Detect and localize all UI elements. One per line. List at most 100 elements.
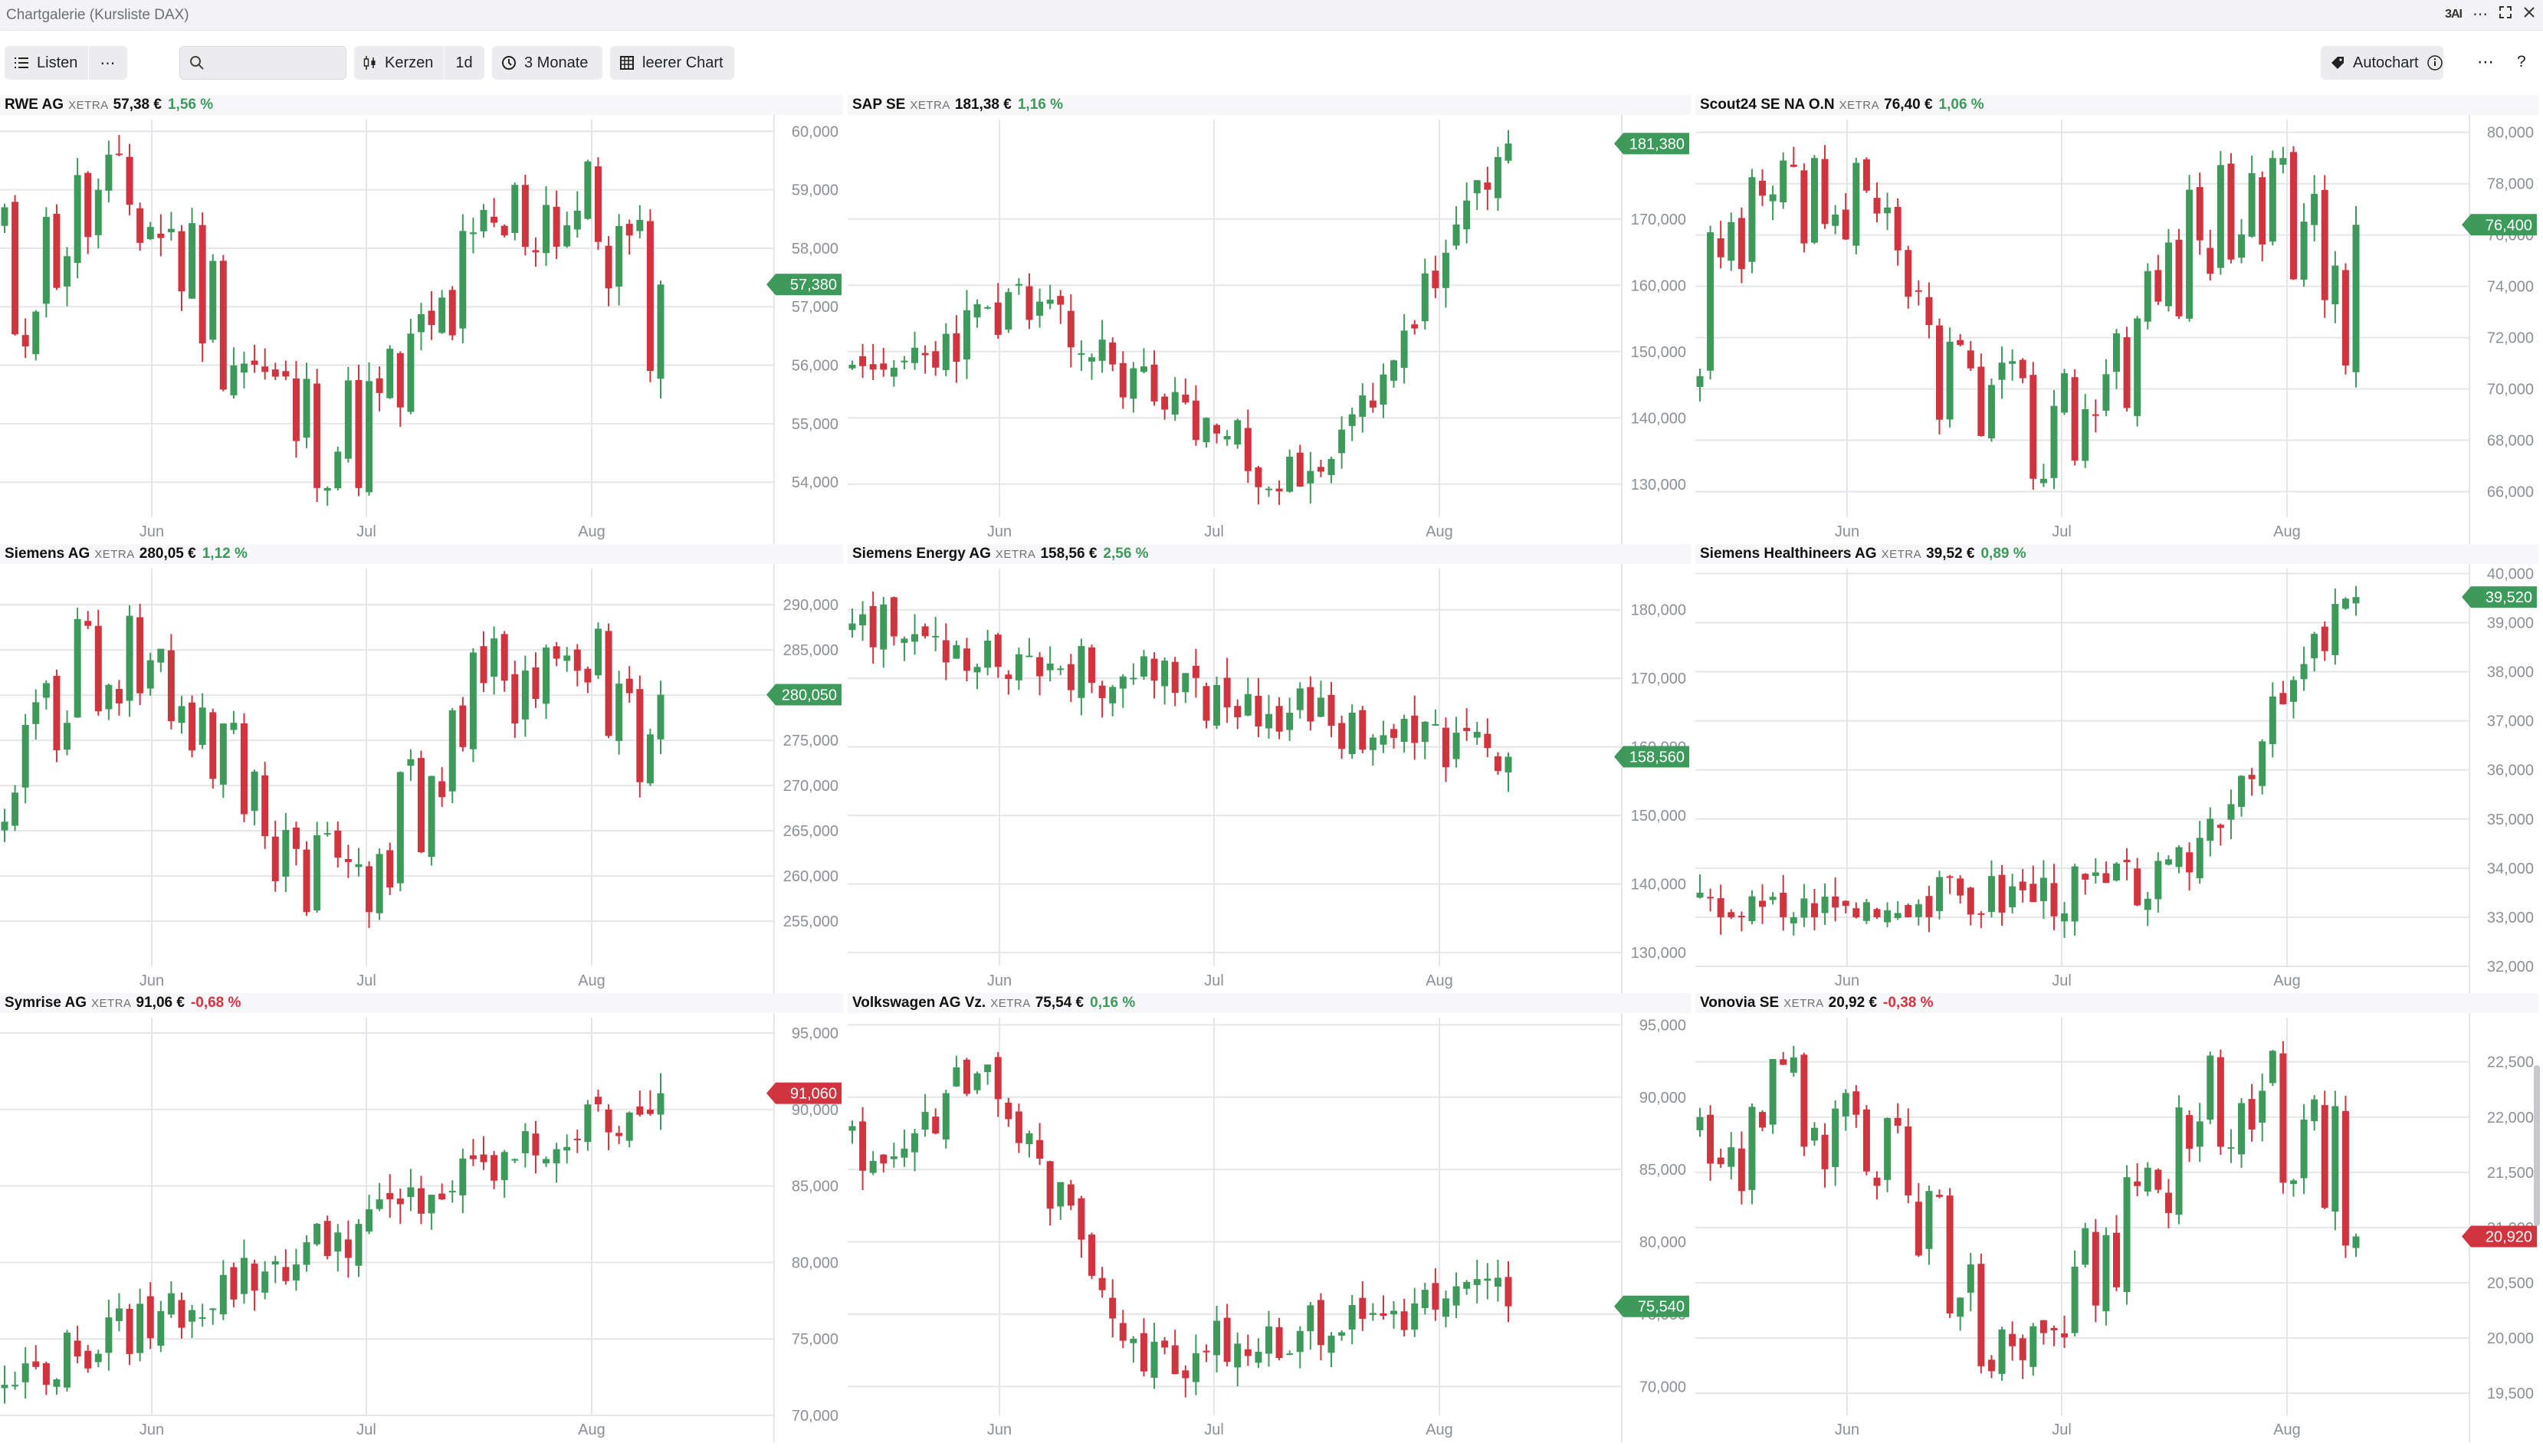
chart-panel[interactable]: Siemens Energy AG XETRA 158,56 € 2,56 % 130… xyxy=(848,544,1691,993)
empty-chart-label: leerer Chart xyxy=(642,54,724,71)
period-button[interactable]: 3 Monate xyxy=(492,46,602,80)
x-tick-label: Jun xyxy=(987,523,1012,540)
candlestick-chart[interactable]: 66,00068,00070,00072,00074,00076,00078,0… xyxy=(1695,115,2538,544)
candle-body xyxy=(303,1242,310,1265)
candle-body xyxy=(2134,1181,2141,1186)
ai-button[interactable]: 3AI xyxy=(2445,7,2463,21)
interval-button[interactable]: 1d xyxy=(455,54,473,71)
panel-header: SAP SE XETRA 181,38 € 1,16 % xyxy=(848,95,1691,115)
candle-body xyxy=(209,261,217,340)
candle-body xyxy=(64,1332,71,1388)
period-label: 3 Monate xyxy=(524,54,589,71)
candle-body xyxy=(376,1199,383,1209)
candle-body xyxy=(2269,1051,2276,1084)
exchange-label: XETRA xyxy=(995,548,1036,561)
candle-body xyxy=(615,684,623,741)
candle-body xyxy=(625,678,633,694)
instrument-name[interactable]: RWE AG xyxy=(5,97,64,113)
candlestick-chart[interactable]: 70,00075,00080,00085,00090,00095,000JunJ… xyxy=(848,1013,1691,1442)
candle-body xyxy=(521,671,529,720)
chart-panel[interactable]: Siemens AG XETRA 280,05 € 1,12 % 255,000 260… xyxy=(0,544,843,993)
autochart-button[interactable]: Autochart xyxy=(2321,46,2443,80)
y-tick-label: 32,000 xyxy=(2487,959,2534,976)
chart-panel[interactable]: SAP SE XETRA 181,38 € 1,16 % 130,000 140,000… xyxy=(848,95,1691,544)
candle-body xyxy=(1182,1370,1189,1379)
candle-body xyxy=(386,1192,394,1200)
candle-body xyxy=(1728,221,1735,261)
candle-body xyxy=(2279,693,2287,705)
candle-body xyxy=(594,628,602,676)
candlestick-chart[interactable]: 54,000 55,000 56,000 57,000 58,000 59,000 60,0… xyxy=(0,115,843,544)
candle-body xyxy=(157,648,165,663)
instrument-name[interactable]: Symrise AG xyxy=(5,995,87,1011)
lists-more-button[interactable]: ⋯ xyxy=(100,54,116,72)
candle-body xyxy=(1255,695,1262,726)
lists-button[interactable]: Listen xyxy=(37,54,78,71)
candle-body xyxy=(2227,1147,2235,1149)
candle-body xyxy=(1150,1341,1158,1378)
info-icon[interactable] xyxy=(2427,54,2443,71)
candle-body xyxy=(146,1296,154,1339)
candle-body xyxy=(932,635,940,638)
exchange-label: XETRA xyxy=(990,997,1031,1010)
maximize-icon[interactable] xyxy=(2499,5,2512,24)
window-more-icon[interactable]: ⋯ xyxy=(2472,6,2488,23)
candle-body xyxy=(646,734,654,784)
candle-body xyxy=(1780,1059,1787,1065)
candle-body xyxy=(53,1379,61,1387)
chart-panel[interactable]: Vonovia SE XETRA 20,92 € -0,38 % 19,500 20,0… xyxy=(1695,993,2538,1442)
y-tick-label: 70,000 xyxy=(1639,1379,1686,1395)
candle-body xyxy=(323,1221,331,1257)
candlestick-chart[interactable]: 19,50020,00020,50021,00021,50022,00022,5… xyxy=(1695,1013,2538,1442)
candlestick-chart[interactable]: 255,000 260,000 265,000 270,000 275,000 280,0… xyxy=(0,564,843,993)
candle-body xyxy=(2341,270,2349,366)
candle-body xyxy=(1696,375,1704,388)
candlestick-chart[interactable]: 130,000 140,000 150,000 160,000 170,000 Jun Ju… xyxy=(848,115,1691,544)
candle-body xyxy=(1098,685,1106,698)
y-tick-label: 130,000 xyxy=(1631,477,1686,494)
empty-chart-button[interactable]: leerer Chart xyxy=(610,46,734,80)
chart-panel[interactable]: RWE AG XETRA 57,38 € 1,56 % 54,000 55,000 56,… xyxy=(0,95,843,544)
more-options-button[interactable]: ⋯ xyxy=(2477,52,2494,71)
exchange-label: XETRA xyxy=(1881,548,1922,561)
scrollbar[interactable] xyxy=(2534,1065,2540,1226)
candle-body xyxy=(74,175,81,264)
candle-body xyxy=(1504,756,1512,772)
candle-body xyxy=(448,290,456,336)
instrument-name[interactable]: Siemens AG xyxy=(5,546,90,562)
candle-body xyxy=(1223,677,1231,708)
candlestick-chart[interactable]: 32,000 33,000 34,000 35,000 36,000 37,000 38,0… xyxy=(1695,564,2538,993)
y-tick-label: 170,000 xyxy=(1631,671,1686,687)
candle-body xyxy=(1977,1264,1985,1366)
search-input[interactable] xyxy=(211,53,344,74)
chart-panel[interactable]: Symrise AG XETRA 91,06 € -0,68 % 70,000 75,0… xyxy=(0,993,843,1442)
candle-body xyxy=(1987,385,1995,439)
instrument-name[interactable]: Vonovia SE xyxy=(1700,995,1780,1011)
candle-body xyxy=(2175,1107,2183,1215)
candle-body xyxy=(2289,1180,2297,1184)
instrument-name[interactable]: Siemens Energy AG xyxy=(852,546,991,562)
instrument-name[interactable]: SAP SE xyxy=(852,97,906,113)
y-tick-label: 75,000 xyxy=(792,1331,838,1348)
instrument-name[interactable]: Volkswagen AG Vz. xyxy=(852,995,986,1011)
candle-body xyxy=(543,1159,550,1164)
candle-body xyxy=(2050,1327,2058,1331)
candlestick-chart[interactable]: 130,000140,000150,000160,000170,000180,0… xyxy=(848,564,1691,993)
close-icon[interactable] xyxy=(2523,5,2535,23)
chart-panel[interactable]: Scout24 SE NA O.N XETRA 76,40 € 1,06 % 66,0… xyxy=(1695,95,2538,544)
instrument-name[interactable]: Siemens Healthineers AG xyxy=(1700,546,1877,562)
candle-body xyxy=(1421,273,1429,322)
candle-body xyxy=(219,1274,227,1315)
candles-button[interactable]: Kerzen xyxy=(385,54,434,71)
candle-body xyxy=(1810,903,1818,917)
candle-body xyxy=(2123,1177,2131,1292)
chart-panel[interactable]: Volkswagen AG Vz. XETRA 75,54 € 0,16 % 70,0… xyxy=(848,993,1691,1442)
y-tick-label: 38,000 xyxy=(2487,664,2534,681)
chart-panel[interactable]: Siemens Healthineers AG XETRA 39,52 € 0,89 … xyxy=(1695,544,2538,993)
candle-body xyxy=(1884,1117,1892,1180)
help-button[interactable]: ? xyxy=(2517,53,2526,71)
candle-body xyxy=(2269,158,2276,242)
instrument-name[interactable]: Scout24 SE NA O.N xyxy=(1700,97,1835,113)
candle-body xyxy=(1925,297,1933,326)
